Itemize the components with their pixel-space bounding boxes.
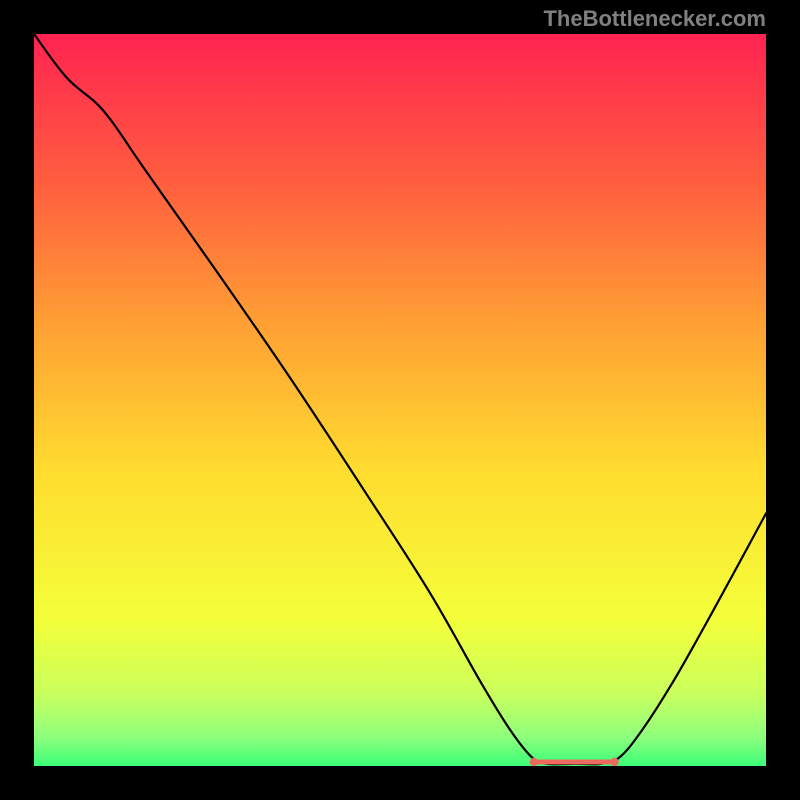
optimal-range-endcap-left <box>530 758 538 766</box>
chart-canvas: TheBottlenecker.com <box>0 0 800 800</box>
chart-svg <box>0 0 800 800</box>
plot-background <box>34 34 766 766</box>
watermark: TheBottlenecker.com <box>543 6 766 32</box>
optimal-range-endcap-right <box>610 758 618 766</box>
